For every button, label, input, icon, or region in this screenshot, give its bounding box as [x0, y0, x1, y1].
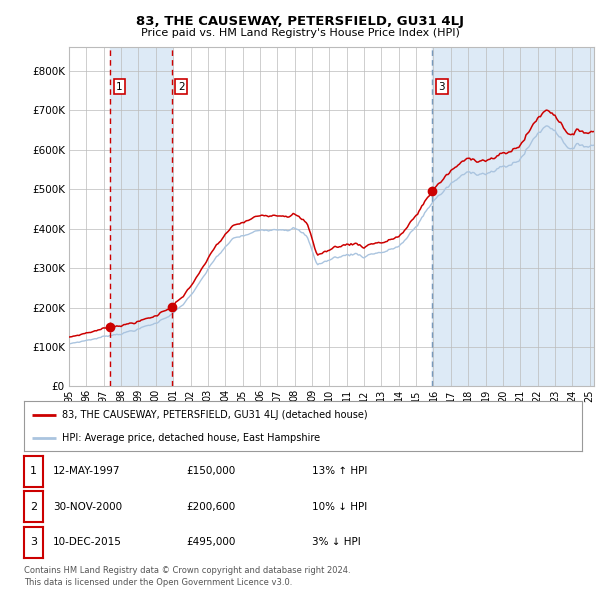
Text: 1: 1 — [116, 81, 123, 91]
Text: 2: 2 — [30, 502, 37, 512]
Text: 83, THE CAUSEWAY, PETERSFIELD, GU31 4LJ (detached house): 83, THE CAUSEWAY, PETERSFIELD, GU31 4LJ … — [62, 409, 368, 419]
Text: 3: 3 — [30, 537, 37, 547]
Text: 3: 3 — [439, 81, 445, 91]
Text: £150,000: £150,000 — [186, 467, 235, 476]
Text: 10% ↓ HPI: 10% ↓ HPI — [312, 502, 367, 512]
Text: 3% ↓ HPI: 3% ↓ HPI — [312, 537, 361, 547]
Text: 83, THE CAUSEWAY, PETERSFIELD, GU31 4LJ: 83, THE CAUSEWAY, PETERSFIELD, GU31 4LJ — [136, 15, 464, 28]
Text: Price paid vs. HM Land Registry's House Price Index (HPI): Price paid vs. HM Land Registry's House … — [140, 28, 460, 38]
Text: 30-NOV-2000: 30-NOV-2000 — [53, 502, 122, 512]
Text: £200,600: £200,600 — [186, 502, 235, 512]
Text: 12-MAY-1997: 12-MAY-1997 — [53, 467, 120, 476]
Bar — [110, 47, 172, 386]
Text: 1: 1 — [30, 467, 37, 476]
Text: 2: 2 — [178, 81, 184, 91]
Bar — [433, 47, 594, 386]
Text: £495,000: £495,000 — [186, 537, 235, 547]
Text: 13% ↑ HPI: 13% ↑ HPI — [312, 467, 367, 476]
Text: HPI: Average price, detached house, East Hampshire: HPI: Average price, detached house, East… — [62, 433, 320, 443]
Text: Contains HM Land Registry data © Crown copyright and database right 2024.
This d: Contains HM Land Registry data © Crown c… — [24, 566, 350, 587]
Text: 10-DEC-2015: 10-DEC-2015 — [53, 537, 122, 547]
